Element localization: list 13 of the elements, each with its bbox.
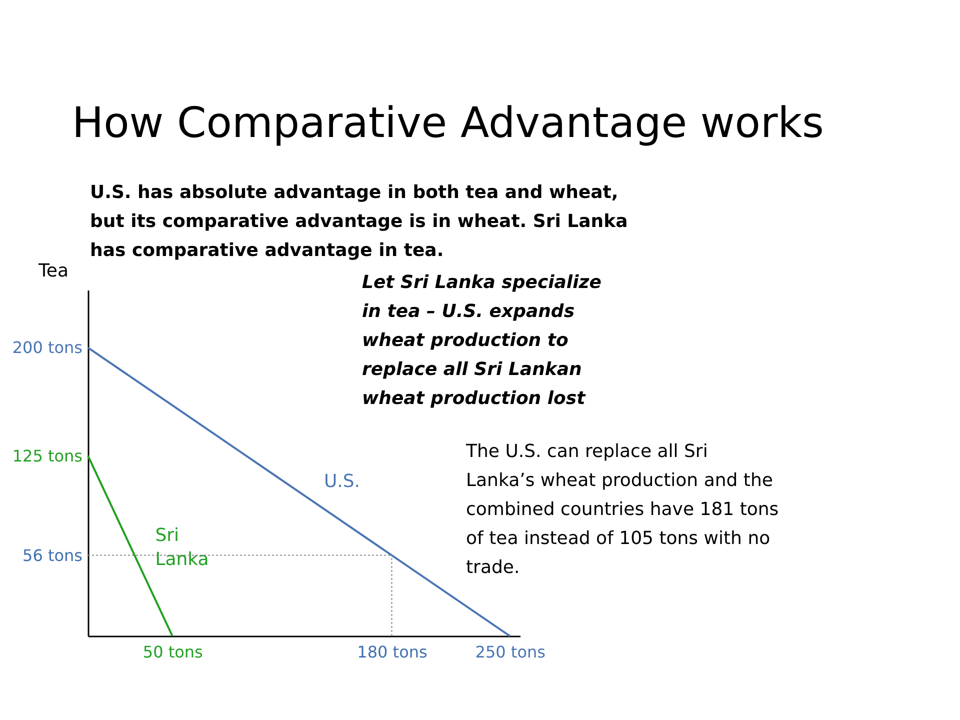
y-tick-label: 200 tons (12, 338, 82, 358)
chart-subtitle: U.S. has absolute advantage in both tea and wheat, but its comparative advantage is in wheat. Sri Lanka has comparative advantage in tea. (90, 182, 628, 261)
y-tick-label: 125 tons (12, 446, 82, 466)
annotation: Let Sri Lanka specialize in tea – U.S. expands wheat production to replace all Sri Lankan wheat production lost (362, 272, 602, 409)
x-tick-label: 50 tons (142, 642, 203, 662)
annotation: The U.S. can replace all Sri Lanka’s wheat production and the combined countries have 181 tons of tea instead of 105 tons with no trade. (465, 441, 779, 578)
y-axis-title: Tea (38, 260, 69, 282)
chart-title: How Comparative Advantage works (72, 98, 824, 147)
series-label: Sri Lanka (155, 524, 209, 570)
x-tick-label: 250 tons (475, 642, 546, 662)
series-label: U.S. (324, 470, 360, 492)
x-tick-label: 180 tons (357, 642, 428, 662)
y-tick-label: 56 tons (22, 546, 82, 565)
